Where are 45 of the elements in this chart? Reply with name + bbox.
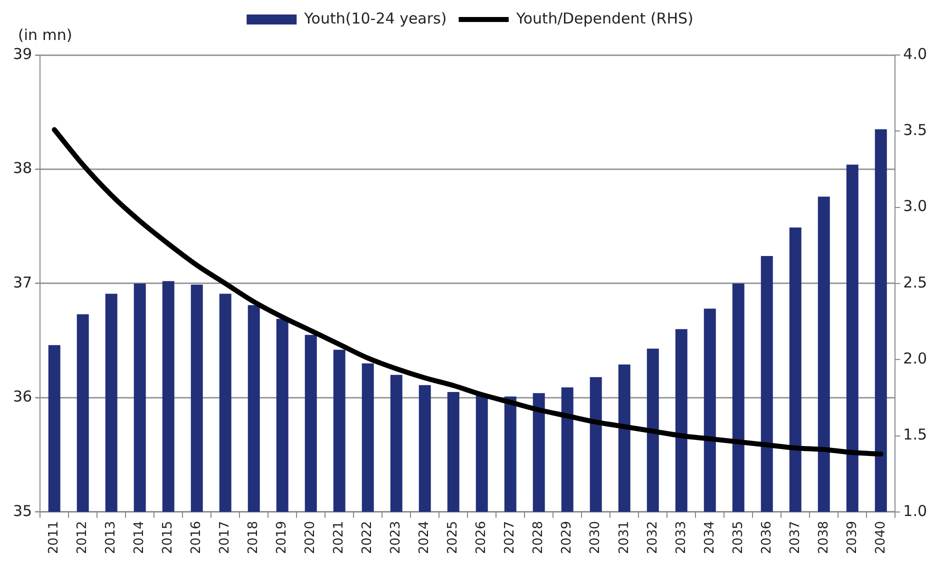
- y-tick-label: 39: [12, 44, 32, 63]
- x-tick-label: 2012: [75, 520, 90, 554]
- x-tick-label: 2035: [730, 520, 746, 554]
- x-tick-label: 2025: [446, 520, 461, 554]
- x-tick-label: 2014: [132, 520, 148, 554]
- x-tick-label: 2017: [218, 520, 233, 554]
- x-tick-label: 2011: [46, 520, 62, 554]
- x-tick-label: 2030: [588, 520, 604, 554]
- x-tick-label: 2038: [816, 520, 832, 554]
- x-tick-label: 2021: [332, 520, 347, 554]
- y2-tick-label: 4.0: [903, 44, 928, 63]
- x-tick-label: 2040: [873, 520, 888, 554]
- x-tick-label: 2022: [360, 520, 376, 554]
- x-tick-label: 2029: [560, 520, 575, 554]
- y-tick-label: 37: [12, 273, 32, 292]
- x-tick-label: 2015: [160, 520, 176, 554]
- x-tick-label: 2024: [417, 520, 432, 554]
- y-axis-title: (in mn): [18, 26, 72, 44]
- y2-tick-label: 3.5: [903, 121, 928, 140]
- x-tick-label: 2031: [616, 520, 632, 554]
- y-tick-label: 38: [12, 159, 32, 178]
- x-tick-label: 2026: [474, 520, 490, 554]
- x-tick-label: 2019: [274, 520, 290, 554]
- x-tick-label: 2039: [844, 520, 860, 554]
- x-tick-label: 2036: [759, 520, 774, 554]
- x-tick-label: 2018: [246, 520, 262, 554]
- y2-tick-label: 2.0: [903, 350, 928, 368]
- legend-label: Youth(10-24 years): [303, 9, 447, 28]
- x-tick-label: 2023: [388, 520, 404, 554]
- x-tick-label: 2028: [531, 520, 546, 554]
- x-tick-label: 2034: [702, 520, 718, 554]
- x-tick-label: 2037: [788, 520, 803, 554]
- x-tick-label: 2032: [645, 520, 660, 554]
- x-tick-label: 2020: [303, 520, 318, 554]
- x-tick-label: 2027: [502, 520, 518, 554]
- y2-tick-label: 1.5: [903, 426, 928, 444]
- legend-label: Youth/Dependent (RHS): [515, 9, 694, 28]
- x-tick-label: 2033: [674, 520, 689, 554]
- x-tick-label: 2013: [104, 520, 119, 554]
- y-tick-label: 35: [12, 502, 32, 520]
- y-tick-label: 36: [12, 388, 32, 406]
- y2-tick-label: 3.0: [903, 197, 928, 216]
- y2-tick-label: 1.0: [903, 502, 928, 520]
- x-tick-label: 2016: [189, 520, 204, 554]
- y2-tick-label: 2.5: [903, 273, 928, 292]
